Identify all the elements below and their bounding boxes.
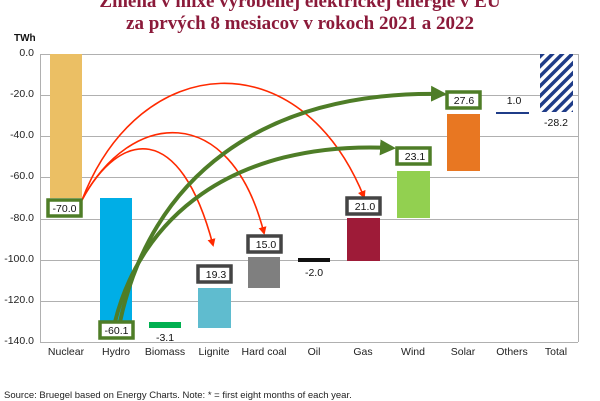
y-tick: -100.0	[4, 253, 34, 265]
x-label-hard-coal: Hard coal	[241, 346, 287, 358]
x-label-others: Others	[496, 346, 528, 358]
bar-lignite	[198, 288, 231, 328]
bar-wind	[397, 171, 430, 218]
label-solar: 27.6	[454, 95, 475, 107]
y-tick: -20.0	[10, 88, 34, 100]
x-label-biomass: Biomass	[144, 346, 186, 358]
label-wind: 23.1	[405, 151, 426, 163]
label-lignite: 19.3	[206, 269, 227, 281]
chart-subtitle: za prvých 8 mesiacov v rokoch 2021 a 202…	[126, 13, 474, 34]
y-tick: -140.0	[4, 335, 34, 347]
label-hard-coal: 15.0	[256, 239, 277, 251]
y-tick: -120.0	[4, 294, 34, 306]
bar-biomass	[149, 322, 181, 328]
bar-oil	[298, 258, 330, 262]
bar-hydro	[100, 198, 132, 322]
red-arrows	[81, 82, 366, 247]
x-label-oil: Oil	[307, 346, 321, 358]
bar-nuclear	[50, 54, 82, 198]
label-hydro: -60.1	[105, 325, 129, 337]
chart-title: Zmena v mixe vyrobenej elektrickej energ…	[99, 0, 501, 12]
label-nuclear: -70.0	[53, 203, 77, 215]
bar-gas	[347, 218, 380, 261]
x-label-wind: Wind	[401, 346, 425, 358]
value-labels: -70.0 -60.1 -3.1 19.3 15.0 -2.0 21.0 23.…	[46, 90, 568, 344]
x-label-solar: Solar	[450, 346, 476, 358]
y-tick: -80.0	[10, 212, 34, 224]
source-note: Source: Bruegel based on Energy Charts. …	[4, 390, 352, 401]
x-label-lignite: Lignite	[198, 346, 230, 358]
label-total: -28.2	[544, 117, 568, 129]
bar-solar	[447, 114, 480, 171]
x-label-total: Total	[544, 346, 568, 358]
label-biomass: -3.1	[156, 332, 174, 344]
label-others: 1.0	[507, 95, 522, 107]
x-label-gas: Gas	[353, 346, 373, 358]
x-label-nuclear: Nuclear	[47, 346, 85, 358]
y-axis-unit: TWh	[14, 33, 36, 44]
y-tick: 0.0	[19, 47, 34, 59]
bar-total	[540, 54, 573, 112]
y-tick: -40.0	[10, 129, 34, 141]
y-tick: -60.0	[10, 170, 34, 182]
label-oil: -2.0	[305, 267, 323, 279]
green-arrows	[113, 85, 447, 323]
label-gas: 21.0	[355, 201, 376, 213]
bar-others	[496, 112, 529, 114]
x-label-hydro: Hydro	[101, 346, 130, 358]
bar-hard-coal	[248, 257, 280, 288]
